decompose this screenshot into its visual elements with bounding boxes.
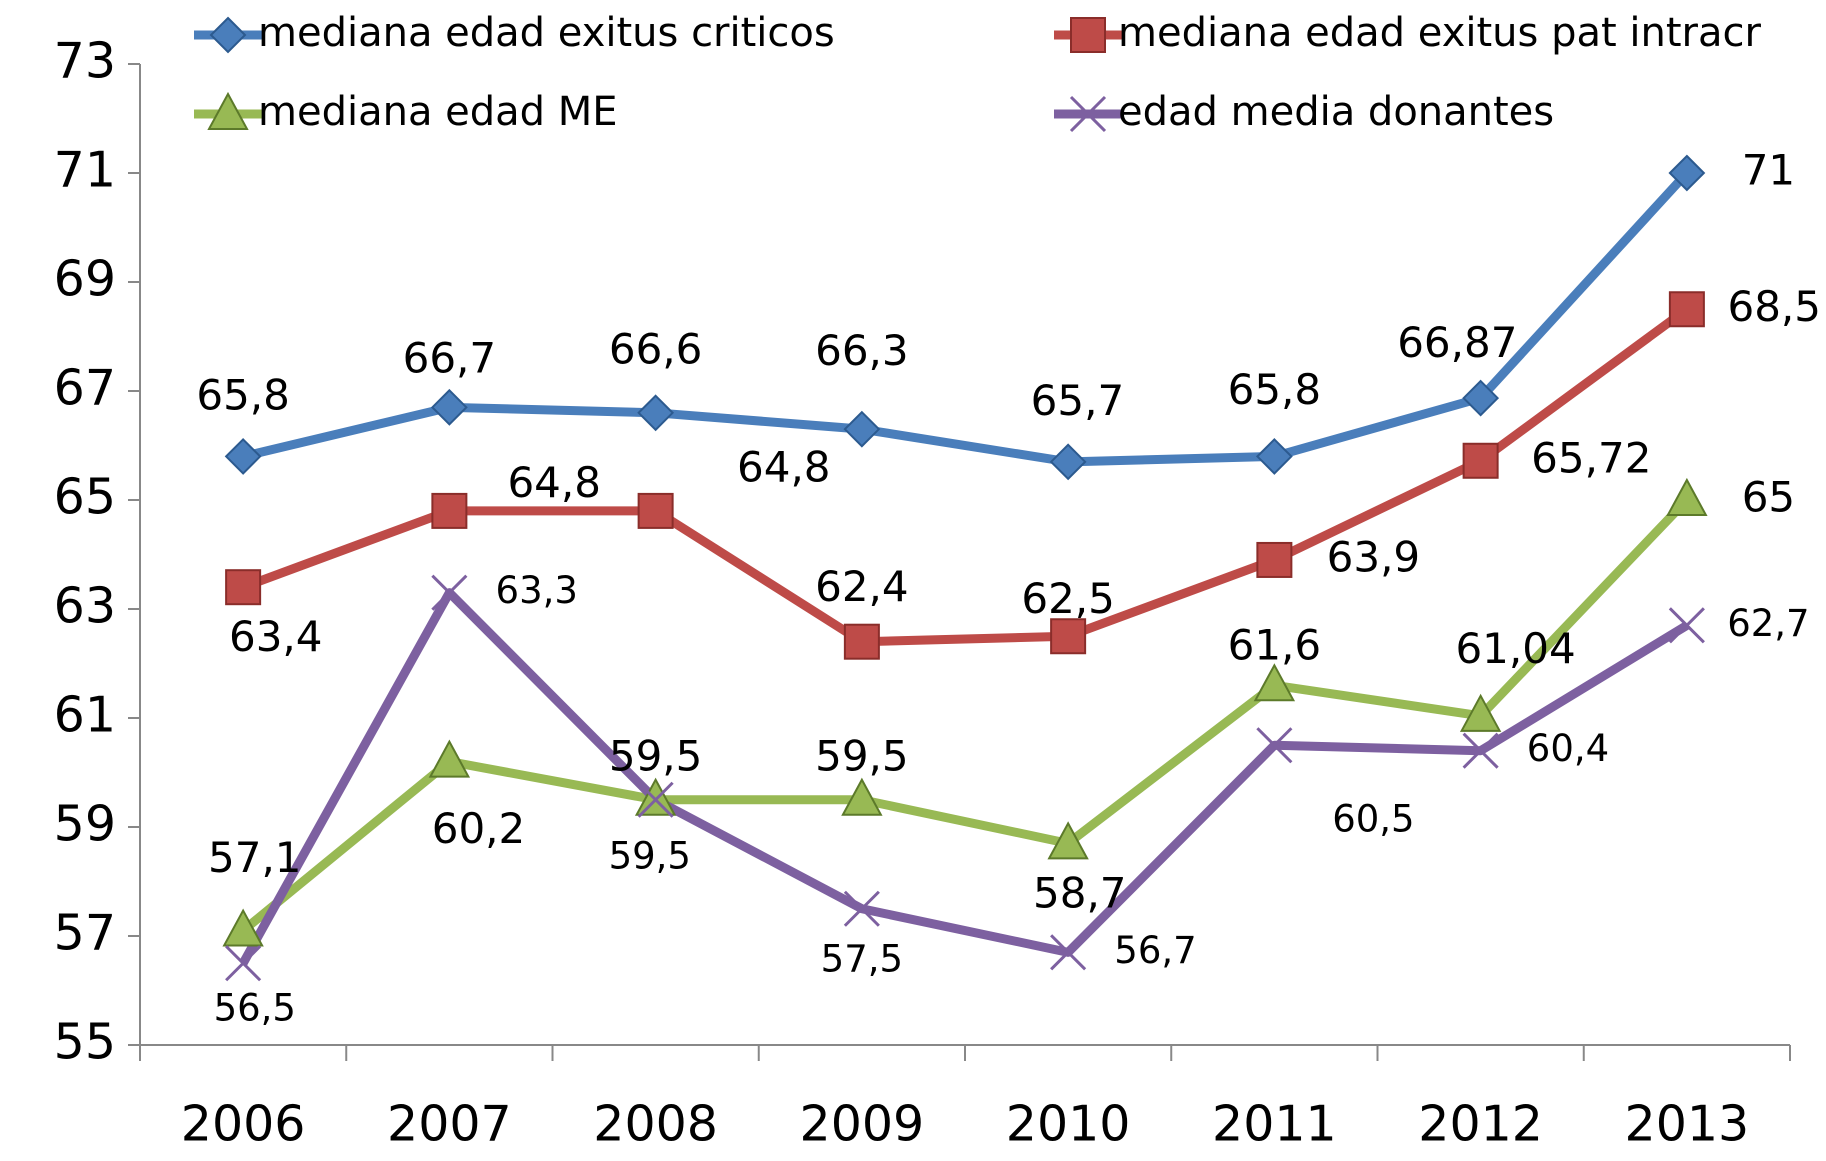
series-line [240,496,1691,935]
data-label: 62,5 [1021,574,1115,623]
series-line [242,169,1691,467]
x-tick-label: 2006 [181,1096,306,1153]
data-point [1462,732,1499,769]
y-tick-label: 73 [54,33,116,90]
legend-label: mediana edad exitus pat intracr [1118,10,1761,56]
data-point [1050,618,1087,655]
data-point [1047,821,1089,860]
data-label: 65,8 [1228,365,1322,414]
data-label: 65,8 [196,371,290,420]
data-label: 60,4 [1527,727,1609,770]
data-point [1462,442,1499,479]
data-label: 60,2 [432,804,526,853]
data-label: 65,72 [1531,433,1651,482]
data-label: 68,5 [1727,282,1821,331]
data-point [431,574,468,611]
data-point [637,394,675,432]
data-label: 66,3 [815,326,909,375]
data-label: 56,5 [214,986,296,1029]
data-point [1049,443,1087,481]
x-tick-label: 2010 [1006,1096,1131,1153]
y-tick-label: 59 [54,796,116,853]
data-point [222,908,264,947]
data-label: 71 [1742,146,1795,195]
x-tick-label: 2009 [800,1096,925,1153]
data-label: 61,04 [1455,624,1575,673]
data-point [1050,934,1087,971]
series-line [241,305,1690,647]
data-point [1668,607,1705,644]
data-point [428,739,471,778]
y-tick-label: 57 [54,905,116,962]
y-tick-label: 61 [54,687,116,744]
data-point [843,890,880,927]
data-point [1256,541,1293,578]
data-point [843,623,880,660]
data-label: 66,87 [1397,318,1517,367]
data-point [1668,291,1705,328]
data-point [841,777,883,816]
data-label: 62,4 [815,562,909,611]
data-label: 59,5 [815,731,909,780]
legend-marker [1070,17,1106,53]
data-label: 59,5 [609,731,703,780]
data-point [1666,477,1708,516]
data-point [1256,727,1293,764]
data-label: 62,7 [1727,602,1809,645]
data-label: 58,7 [1033,868,1127,917]
data-point [224,437,262,475]
data-label: 64,8 [507,458,601,507]
data-label: 63,4 [229,612,323,661]
legend-label: edad media donantes [1118,89,1554,135]
legend-marker [1069,95,1107,133]
legend-label: mediana edad ME [258,89,618,135]
data-label: 64,8 [737,443,831,492]
data-label: 66,7 [403,333,497,382]
data-label: 59,5 [609,835,691,878]
x-tick-label: 2008 [593,1096,718,1153]
legend-marker [207,91,249,130]
y-tick-label: 65 [54,469,116,526]
data-point [430,388,468,426]
data-label: 65 [1742,473,1795,522]
x-tick-label: 2012 [1418,1096,1543,1153]
data-label: 63,9 [1327,532,1421,581]
data-point [225,945,262,982]
data-point [637,492,674,529]
data-label: 57,5 [821,938,903,981]
series-line [239,588,1690,966]
data-point [1253,663,1296,702]
x-tick-label: 2007 [387,1096,512,1153]
y-tick-label: 71 [54,142,116,199]
data-label: 56,7 [1114,929,1196,972]
y-tick-label: 69 [54,251,116,308]
data-label: 65,7 [1031,376,1125,425]
data-point [1459,693,1502,732]
x-tick-label: 2011 [1212,1096,1337,1153]
data-point [431,492,468,529]
y-tick-label: 55 [54,1014,116,1071]
data-point [1462,379,1500,417]
data-point [225,569,262,606]
data-point [1668,154,1706,192]
data-point [1255,437,1293,475]
data-point [637,781,674,818]
x-tick-label: 2013 [1625,1096,1750,1153]
y-tick-label: 67 [54,360,116,417]
legend-label: mediana edad exitus criticos [258,10,835,56]
data-label: 63,3 [496,569,578,612]
data-label: 57,1 [208,833,302,882]
data-point [634,777,677,816]
data-point [843,410,881,448]
data-label: 61,6 [1228,621,1322,670]
data-label: 66,6 [609,325,703,374]
data-label: 60,5 [1332,797,1414,840]
y-tick-label: 63 [54,578,116,635]
legend-marker [209,16,247,54]
